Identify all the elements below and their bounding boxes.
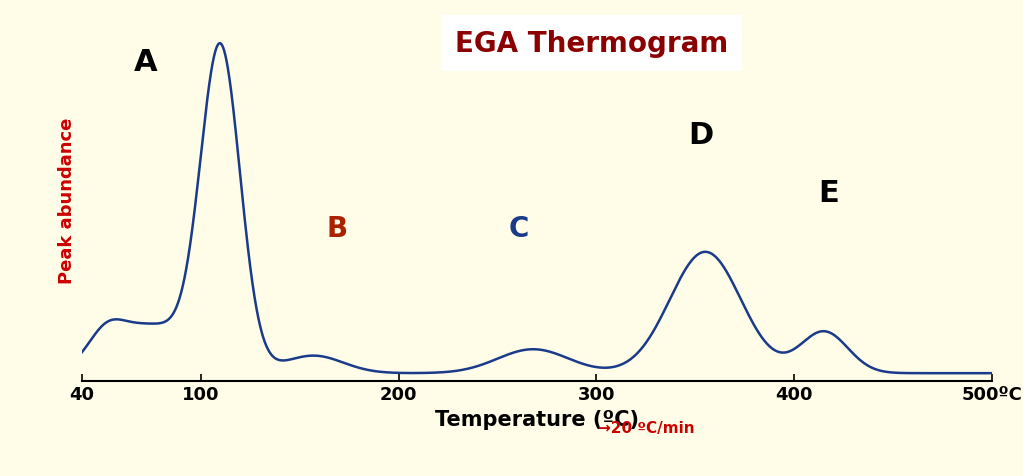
- Text: EGA Thermogram: EGA Thermogram: [455, 30, 728, 58]
- Text: D: D: [688, 120, 714, 149]
- Text: E: E: [818, 178, 839, 207]
- X-axis label: Temperature (ºC): Temperature (ºC): [435, 409, 639, 429]
- Text: →20 ºC/min: →20 ºC/min: [598, 420, 695, 436]
- Text: A: A: [134, 48, 158, 77]
- Y-axis label: Peak abundance: Peak abundance: [58, 117, 77, 283]
- Text: B: B: [326, 215, 348, 243]
- Text: C: C: [508, 215, 529, 243]
